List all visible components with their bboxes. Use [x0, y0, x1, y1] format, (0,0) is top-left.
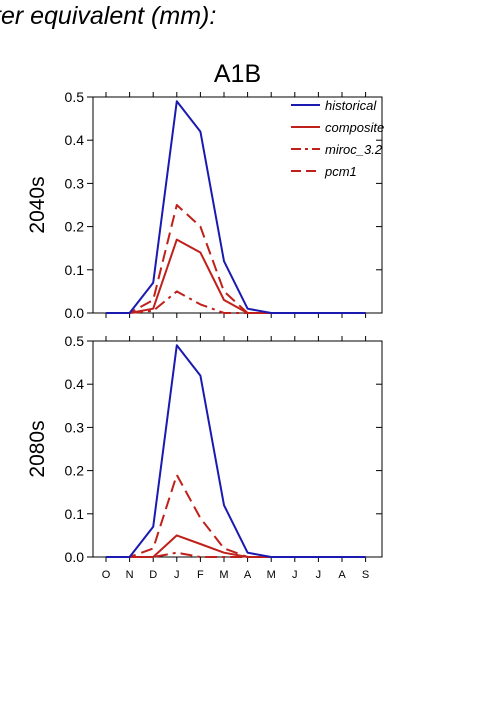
x-tick-label: D: [149, 569, 157, 581]
x-tick-label: J: [316, 569, 322, 581]
y-tick-label: 0.3: [65, 419, 85, 435]
y-tick-label: 0.2: [65, 219, 85, 235]
y-tick-label: 0.0: [65, 305, 85, 321]
series-line-pcm1: [106, 473, 366, 558]
legend-label: miroc_3.2: [325, 142, 383, 157]
y-tick-label: 0.3: [65, 175, 85, 191]
x-tick-label: N: [126, 569, 134, 581]
chart-title: A1B: [214, 60, 261, 88]
y-axis-label: 2080s: [26, 420, 49, 477]
y-tick-label: 0.4: [65, 132, 85, 148]
y-tick-label: 0.1: [65, 506, 85, 522]
legend-label: historical: [325, 98, 377, 113]
series-line-historical: [106, 100, 366, 314]
y-tick-label: 0.2: [65, 463, 85, 479]
y-axis-label: 2040s: [26, 176, 49, 233]
x-tick-label: S: [362, 569, 369, 581]
x-tick-label: M: [219, 569, 228, 581]
legend-label: composite: [325, 120, 384, 135]
legend-label: pcm1: [324, 164, 357, 179]
header-text: ter equivalent (mm):: [0, 2, 217, 30]
series-line-composite: [106, 238, 366, 314]
y-tick-label: 0.5: [65, 89, 85, 105]
series-line-pcm1: [106, 204, 366, 314]
y-tick-label: 0.4: [65, 376, 85, 392]
x-tick-label: J: [174, 569, 180, 581]
x-tick-label: M: [267, 569, 276, 581]
series-line-historical: [106, 344, 366, 558]
x-tick-label: A: [244, 569, 252, 581]
x-tick-label: O: [102, 569, 111, 581]
y-tick-label: 0.5: [65, 333, 85, 349]
x-tick-label: J: [292, 569, 298, 581]
y-tick-label: 0.1: [65, 262, 85, 278]
x-tick-label: A: [338, 569, 346, 581]
y-tick-label: 0.0: [65, 549, 85, 565]
x-tick-label: F: [197, 569, 204, 581]
plot-frame: [92, 340, 383, 558]
